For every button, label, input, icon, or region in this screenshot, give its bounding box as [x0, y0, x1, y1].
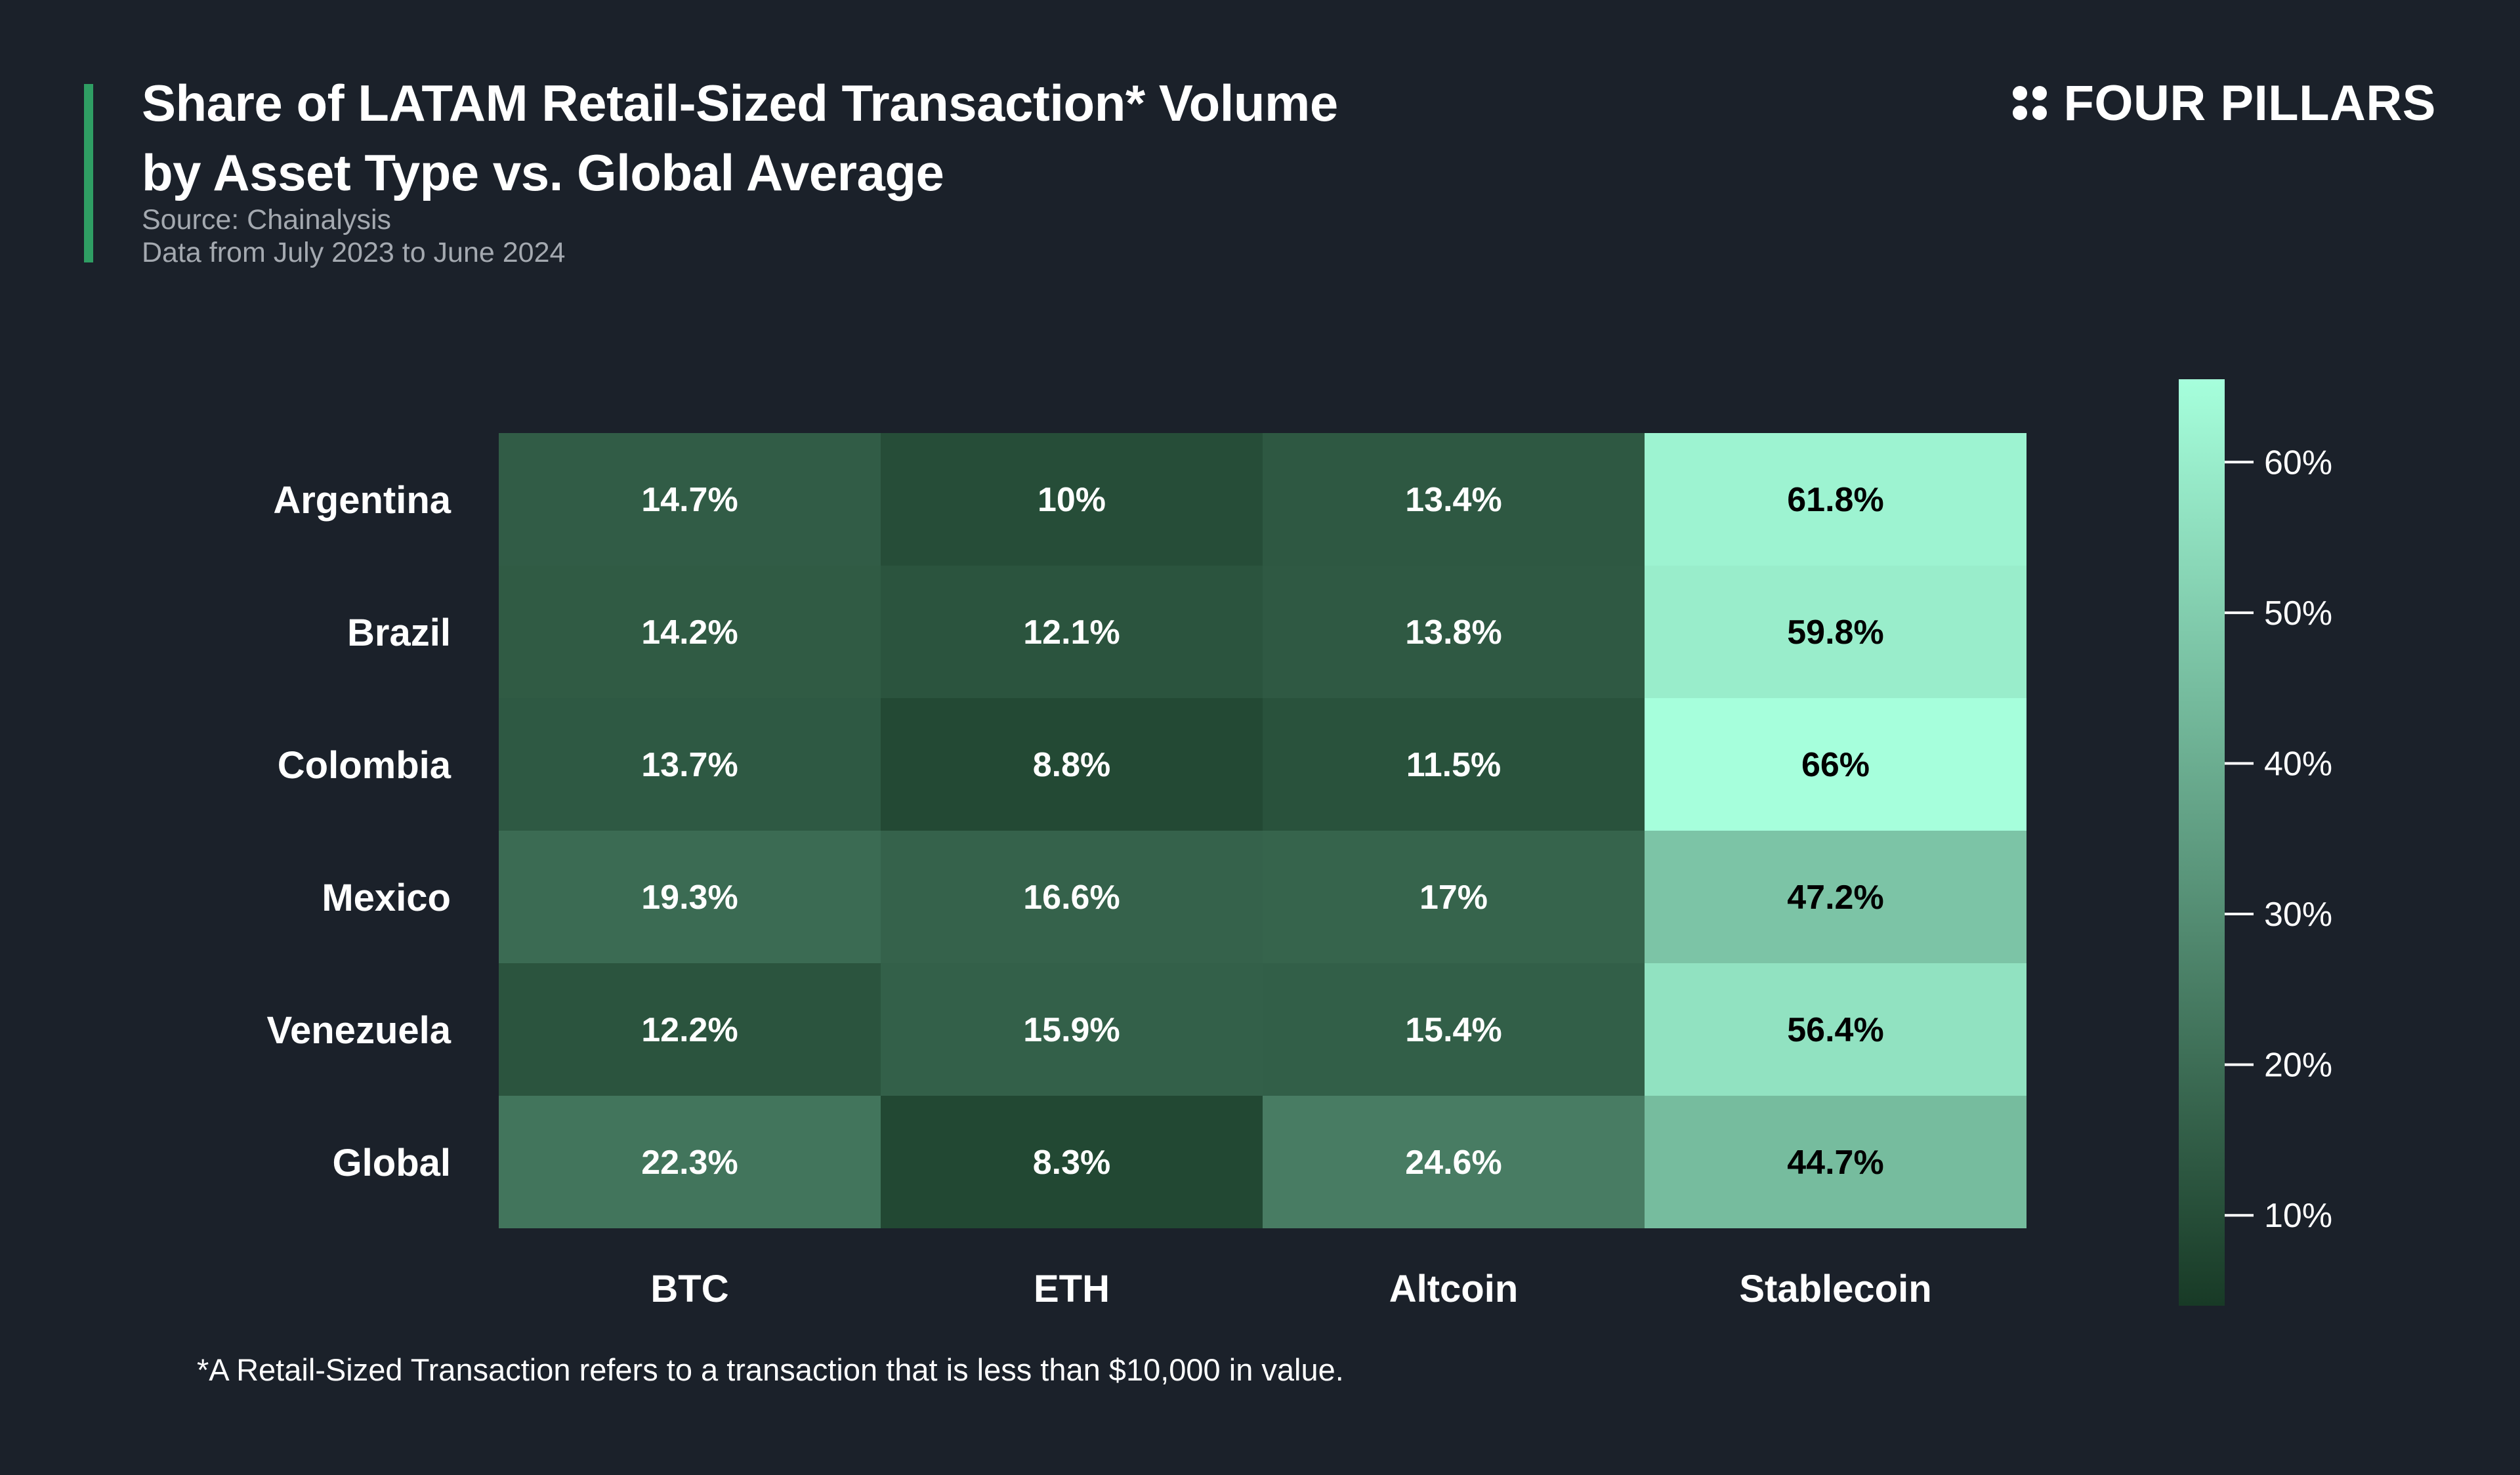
brand-name: FOUR PILLARS	[2063, 75, 2436, 131]
cell-value-label: 13.7%	[641, 746, 738, 784]
heatmap-cell	[499, 566, 881, 698]
cell-value-label: 59.8%	[1787, 613, 1883, 652]
row-label: Argentina	[273, 479, 451, 522]
colorbar-tick-label: 60%	[2264, 444, 2332, 482]
cell-value-label: 66%	[1801, 746, 1870, 784]
heatmap-cell	[881, 433, 1263, 566]
heatmap-cell	[1645, 831, 2026, 963]
title-accent-bar	[84, 84, 93, 262]
row-label: Brazil	[347, 612, 451, 654]
cell-value-label: 22.3%	[641, 1144, 738, 1182]
cell-value-label: 44.7%	[1787, 1144, 1883, 1182]
colorbar-tick-label: 50%	[2264, 594, 2332, 633]
heatmap-cell	[1263, 1096, 1645, 1228]
heatmap-cell	[499, 698, 881, 831]
chart-title: Share of LATAM Retail-Sized Transaction*…	[142, 68, 1338, 207]
cell-value-label: 8.3%	[1033, 1144, 1111, 1182]
colorbar-tick-label: 10%	[2264, 1197, 2332, 1235]
four-dots-logo-icon	[2013, 86, 2048, 120]
colorbar-tick-label: 40%	[2264, 745, 2332, 783]
column-label: ETH	[1034, 1268, 1110, 1310]
heatmap-cell	[1263, 566, 1645, 698]
cell-value-label: 12.2%	[641, 1011, 738, 1049]
colorbar-tick-label: 20%	[2264, 1047, 2332, 1085]
cell-value-label: 13.8%	[1405, 613, 1502, 652]
column-label: BTC	[650, 1268, 728, 1310]
heatmap-cell	[1645, 433, 2026, 566]
heatmap-cell	[499, 1096, 881, 1228]
cell-value-label: 61.8%	[1787, 481, 1883, 519]
heatmap-cell	[1645, 698, 2026, 831]
heatmap-cell	[1263, 698, 1645, 831]
row-label: Colombia	[278, 744, 452, 787]
heatmap-cell	[499, 831, 881, 963]
cell-value-label: 11.5%	[1406, 746, 1502, 784]
heatmap-cell	[881, 963, 1263, 1096]
heatmap-cell	[881, 566, 1263, 698]
row-label: Mexico	[322, 877, 451, 919]
cell-value-label: 15.9%	[1023, 1011, 1120, 1049]
cell-value-label: 12.1%	[1023, 613, 1120, 652]
heatmap-cell	[1263, 433, 1645, 566]
footnote: *A Retail-Sized Transaction refers to a …	[197, 1352, 1344, 1387]
date-range-label: Data from July 2023 to June 2024	[142, 237, 566, 268]
colorbar-tick-label: 30%	[2264, 896, 2332, 934]
heatmap-cell	[1645, 963, 2026, 1096]
cell-value-label: 16.6%	[1023, 879, 1120, 917]
heatmap-cell	[1263, 831, 1645, 963]
heatmap-cell	[499, 433, 881, 566]
cell-value-label: 19.3%	[641, 879, 738, 917]
column-label: Stablecoin	[1739, 1268, 1931, 1310]
heatmap-cell	[1645, 1096, 2026, 1228]
cell-value-label: 15.4%	[1405, 1011, 1502, 1049]
cell-value-label: 24.6%	[1405, 1144, 1502, 1182]
chart-title-line-1: Share of LATAM Retail-Sized Transaction*…	[142, 74, 1338, 132]
cell-value-label: 8.8%	[1033, 746, 1111, 784]
heatmap-cell	[881, 1096, 1263, 1228]
row-label: Venezuela	[267, 1009, 452, 1052]
heatmap-cell	[881, 831, 1263, 963]
cell-value-label: 10%	[1038, 481, 1106, 519]
cell-value-label: 56.4%	[1787, 1011, 1883, 1049]
cell-value-label: 17%	[1419, 879, 1488, 917]
cell-value-label: 13.4%	[1405, 481, 1502, 519]
chart-subtitle: Source: Chainalysis Data from July 2023 …	[142, 203, 565, 269]
cell-value-label: 47.2%	[1787, 879, 1883, 917]
colorbar	[2179, 379, 2225, 1306]
chart-title-line-2: by Asset Type vs. Global Average	[142, 144, 944, 201]
row-label: Global	[333, 1142, 451, 1184]
heatmap-cell	[499, 963, 881, 1096]
brand-logo: FOUR PILLARS	[2011, 73, 2436, 133]
cell-value-label: 14.7%	[641, 481, 738, 519]
column-label: Altcoin	[1389, 1268, 1519, 1310]
source-label: Source: Chainalysis	[142, 204, 392, 236]
heatmap-cell	[1645, 566, 2026, 698]
heatmap-cell	[1263, 963, 1645, 1096]
cell-value-label: 14.2%	[641, 613, 738, 652]
heatmap-cell	[881, 698, 1263, 831]
